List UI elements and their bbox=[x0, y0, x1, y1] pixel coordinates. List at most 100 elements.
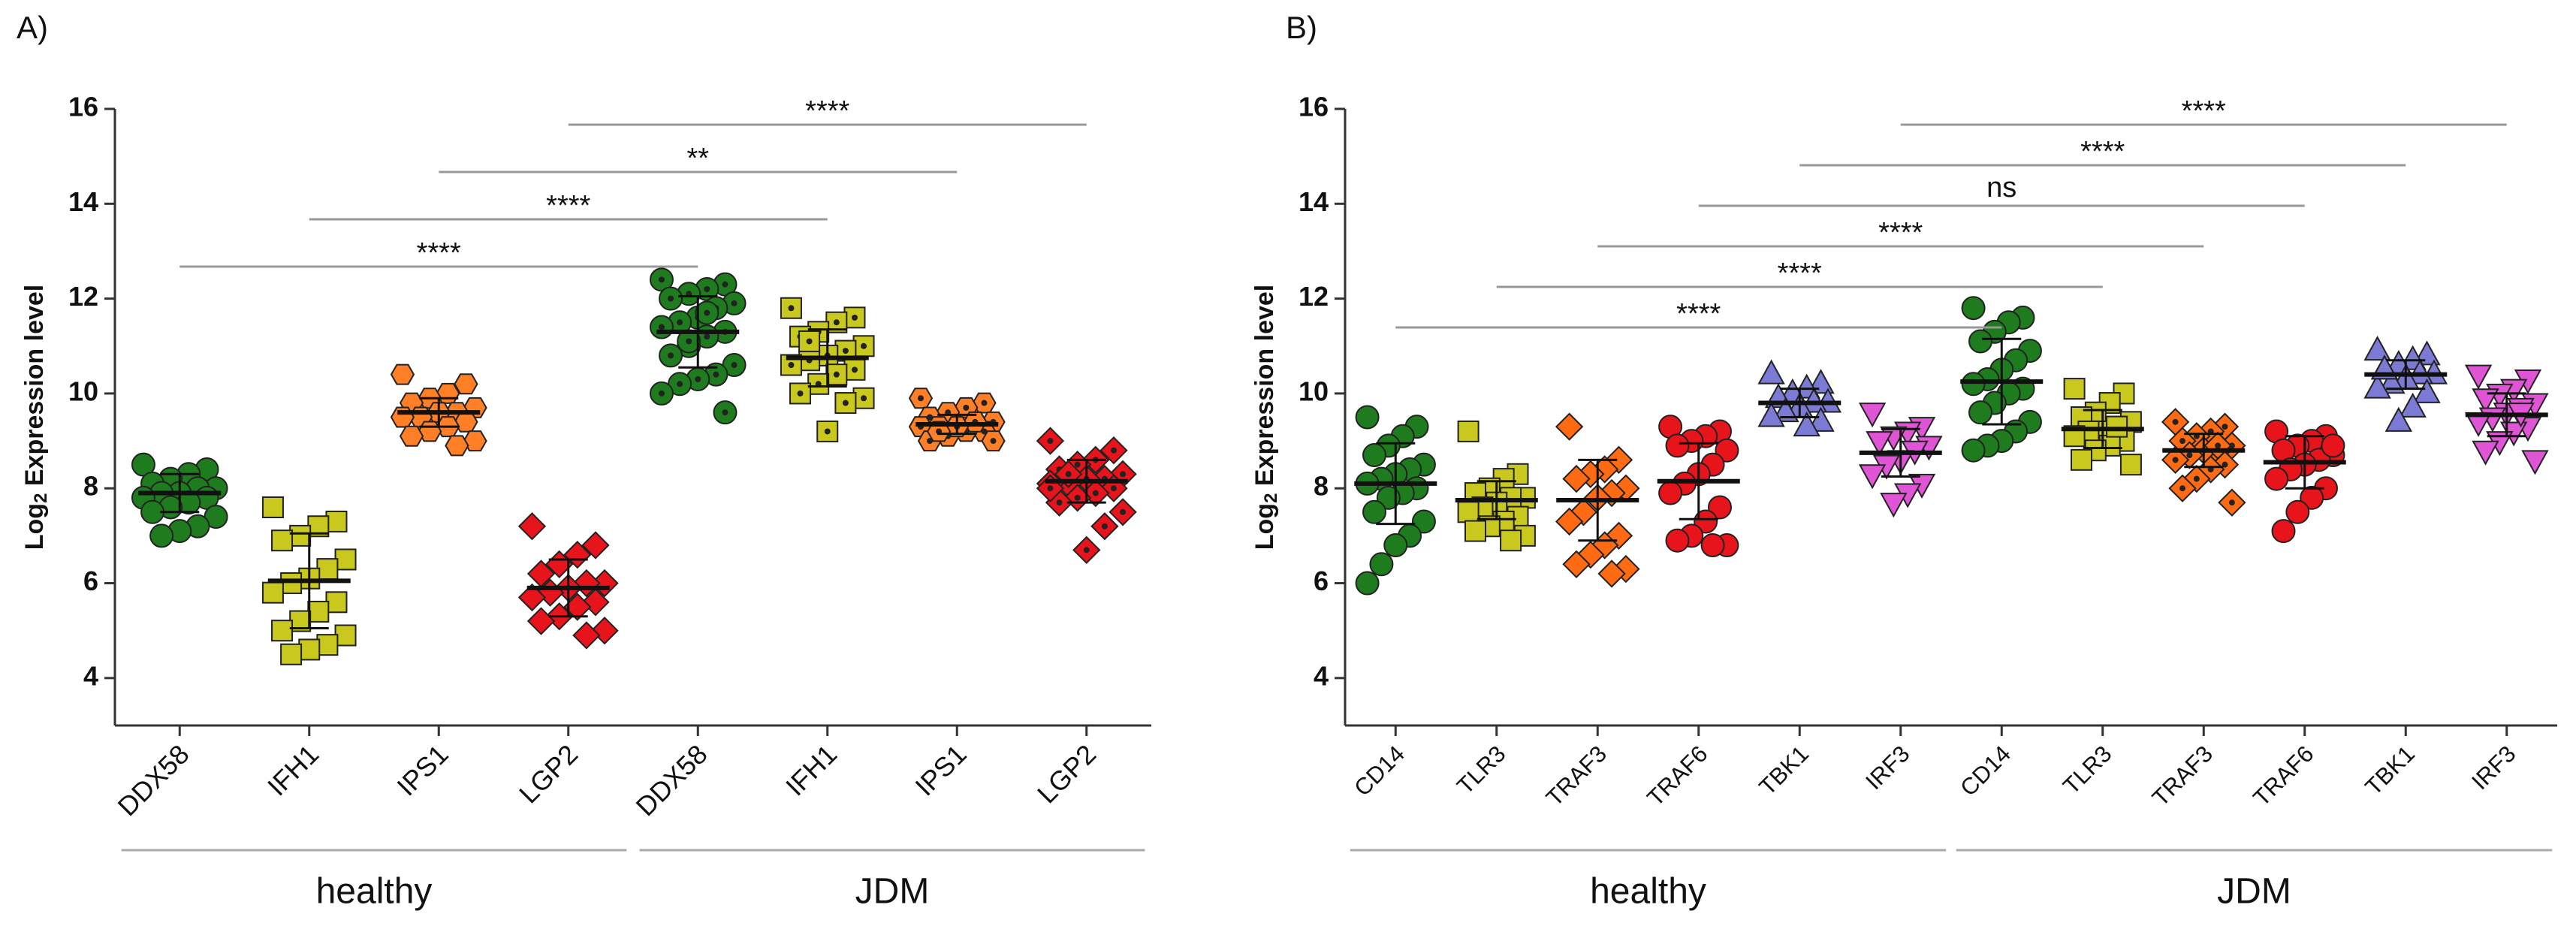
data-point bbox=[1369, 552, 1394, 577]
data-point bbox=[2321, 433, 2345, 458]
x-tick-label: TBK1 bbox=[2360, 740, 2420, 801]
data-point bbox=[2384, 406, 2413, 432]
data-point-dot bbox=[2228, 442, 2235, 449]
data-point-dot bbox=[1074, 494, 1081, 501]
data-point-dot bbox=[2222, 424, 2228, 430]
x-tick-label: TLR3 bbox=[2058, 740, 2116, 799]
data-point bbox=[289, 524, 312, 547]
data-point bbox=[2271, 519, 2296, 544]
data-point bbox=[307, 600, 330, 623]
data-point-dot bbox=[2228, 499, 2235, 506]
group-label: JDM bbox=[855, 872, 930, 912]
x-tick-label: IFH1 bbox=[261, 738, 324, 801]
x-tick-label: TRAF6 bbox=[2248, 740, 2318, 811]
y-tick-label: 4 bbox=[83, 660, 98, 691]
data-point bbox=[2472, 440, 2499, 466]
x-tick-label: IRF3 bbox=[2466, 740, 2520, 795]
significance-label: **** bbox=[2182, 95, 2226, 127]
y-tick-label: 14 bbox=[1299, 186, 1329, 217]
significance-label: **** bbox=[546, 190, 590, 222]
data-point-dot bbox=[668, 295, 674, 302]
data-point bbox=[261, 581, 284, 604]
data-point bbox=[1411, 509, 1436, 534]
data-point bbox=[1807, 406, 1835, 432]
data-point bbox=[2464, 364, 2493, 390]
data-point-dot bbox=[668, 352, 674, 359]
data-point bbox=[1658, 481, 1683, 505]
x-tick-label: DDX58 bbox=[112, 738, 195, 822]
y-tick-label: 8 bbox=[1314, 471, 1329, 502]
x-tick-label: IPS1 bbox=[391, 738, 454, 801]
data-point bbox=[572, 621, 601, 650]
y-tick-label: 6 bbox=[83, 566, 98, 596]
data-point bbox=[1362, 443, 1387, 468]
data-point-dot bbox=[1110, 447, 1117, 454]
data-point bbox=[1355, 405, 1380, 430]
data-point bbox=[445, 435, 469, 457]
data-point-dot bbox=[842, 348, 849, 354]
data-point bbox=[2119, 454, 2142, 476]
data-point-dot bbox=[2172, 418, 2179, 425]
y-tick-label: 12 bbox=[1299, 281, 1329, 312]
data-point bbox=[1772, 397, 1799, 423]
x-tick-label: CD14 bbox=[1349, 740, 1410, 801]
data-point-dot bbox=[2193, 475, 2200, 482]
data-point bbox=[1961, 296, 1986, 321]
data-point bbox=[2399, 392, 2427, 418]
data-point bbox=[1866, 431, 1893, 457]
data-point bbox=[581, 531, 610, 560]
x-tick-label: IPS1 bbox=[909, 738, 972, 801]
x-tick-label: LGP2 bbox=[1031, 738, 1102, 809]
data-point-dot bbox=[704, 285, 710, 292]
data-point bbox=[1968, 400, 1993, 425]
data-point-dot bbox=[851, 366, 858, 373]
data-point bbox=[1562, 550, 1591, 578]
data-point-dot bbox=[861, 395, 867, 402]
data-point-dot bbox=[981, 400, 988, 406]
data-point-dot bbox=[1047, 438, 1054, 445]
data-point-dot bbox=[788, 362, 795, 369]
data-point-dot bbox=[1120, 508, 1127, 515]
data-point-dot bbox=[731, 362, 738, 369]
data-point-dot bbox=[824, 428, 831, 435]
data-point bbox=[1968, 329, 1993, 354]
significance-label: ns bbox=[1986, 172, 2016, 204]
data-point-dot bbox=[927, 414, 934, 421]
x-tick-label: IRF3 bbox=[1860, 740, 1914, 795]
data-point-dot bbox=[731, 300, 738, 306]
data-point bbox=[1457, 420, 1480, 442]
data-point bbox=[2378, 369, 2406, 394]
data-point bbox=[271, 529, 294, 552]
data-point bbox=[2363, 373, 2391, 399]
data-point bbox=[1562, 464, 1591, 493]
y-tick-label: 14 bbox=[68, 186, 98, 217]
x-tick-label: DDX58 bbox=[630, 738, 713, 822]
data-point bbox=[2363, 336, 2391, 361]
data-point-dot bbox=[677, 381, 683, 388]
data-point bbox=[2472, 388, 2499, 414]
data-point-dot bbox=[2215, 442, 2222, 449]
group-label: JDM bbox=[2217, 872, 2291, 912]
data-point bbox=[2521, 450, 2549, 475]
data-point bbox=[390, 363, 415, 385]
y-tick-label: 10 bbox=[68, 376, 98, 406]
significance-label: **** bbox=[1778, 258, 1822, 289]
data-point bbox=[1700, 533, 1725, 558]
data-point bbox=[1757, 402, 1785, 427]
y-tick-label: 4 bbox=[1314, 660, 1329, 691]
y-tick-label: 8 bbox=[83, 471, 98, 502]
significance-label: **** bbox=[805, 95, 849, 127]
data-point bbox=[1807, 369, 1835, 394]
data-point-dot bbox=[2172, 457, 2179, 463]
data-point bbox=[2285, 499, 2310, 524]
y-tick-label: 6 bbox=[1314, 566, 1329, 596]
data-point bbox=[271, 620, 294, 642]
data-point-dot bbox=[963, 404, 970, 411]
x-tick-label: TRAF3 bbox=[1541, 740, 1612, 811]
y-axis-label-part: Log bbox=[20, 503, 49, 550]
data-point bbox=[2413, 340, 2441, 366]
y-tick-label: 12 bbox=[68, 281, 98, 312]
data-point bbox=[1555, 412, 1584, 441]
